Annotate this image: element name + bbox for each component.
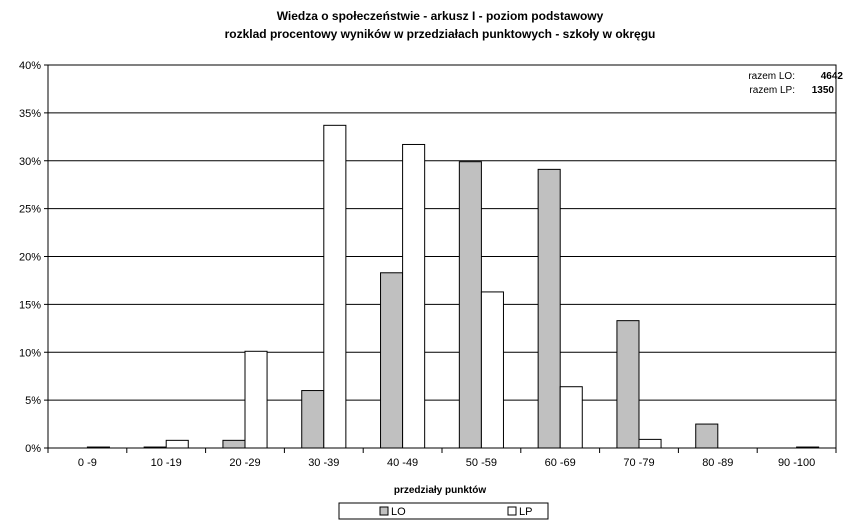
chart-subtitle: rozklad procentowy wyników w przedziałac… [225, 27, 656, 41]
y-tick-label: 0% [25, 443, 41, 455]
bar-lp-5 [480, 291, 504, 449]
x-tick-label: 40 -49 [387, 457, 418, 469]
bar-lp-6 [559, 386, 583, 449]
legend: LO LP [338, 502, 549, 520]
x-tick-label: 0 -9 [78, 457, 97, 469]
x-tick-label: 70 -79 [623, 457, 654, 469]
bar-lp-7 [638, 438, 662, 449]
bar-lp-1 [165, 439, 189, 449]
total-annotation: razem LO: 4642 razem LP: 1350 [748, 71, 843, 96]
bar-lo-3 [301, 390, 325, 449]
legend-swatch-lo [379, 506, 389, 516]
bar-lo-6 [537, 168, 561, 449]
legend-box [338, 502, 549, 520]
annotation-lo-value: 4642 [821, 71, 844, 82]
annotation-lp-value: 1350 [812, 85, 835, 96]
bar-lo-4 [380, 272, 404, 449]
y-tick-label: 35% [19, 108, 41, 120]
bar-lo-8 [695, 423, 719, 449]
x-tick-label: 30 -39 [308, 457, 339, 469]
y-axis-ticks: 0% 5% 10% 15% 20% 25% 30% 35% 40% [19, 60, 48, 455]
legend-label-lp: LP [519, 506, 532, 518]
legend-swatch-lp [507, 506, 517, 516]
x-tick-label: 20 -29 [229, 457, 260, 469]
annotation-lp-label: razem LP: [749, 85, 795, 96]
y-tick-label: 30% [19, 156, 41, 168]
x-axis-ticks: 0 -9 10 -19 20 -29 30 -39 40 -49 50 -59 60 -69… [47, 448, 837, 469]
x-tick-label: 50 -59 [466, 457, 497, 469]
x-tick-label: 10 -19 [151, 457, 182, 469]
chart-title: Wiedza o społeczeństwie - arkusz I - poz… [277, 9, 604, 23]
y-tick-label: 10% [19, 347, 41, 359]
bar-lo-2 [222, 439, 246, 449]
bar-lp-2 [244, 350, 268, 449]
x-tick-label: 90 -100 [778, 457, 815, 469]
y-tick-label: 20% [19, 252, 41, 264]
legend-label-lo: LO [391, 506, 406, 518]
y-tick-label: 5% [25, 395, 41, 407]
y-tick-label: 15% [19, 299, 41, 311]
bar-lp-4 [402, 143, 426, 449]
plot-frame [47, 64, 837, 449]
gridlines [48, 112, 836, 401]
x-axis-label: przedziały punktów [394, 485, 486, 496]
y-tick-label: 25% [19, 204, 41, 216]
bar-lo-5 [458, 161, 482, 449]
bar-lo-7 [616, 320, 640, 449]
x-tick-label: 60 -69 [545, 457, 576, 469]
annotation-lo-label: razem LO: [748, 71, 795, 82]
y-tick-label: 40% [19, 60, 41, 72]
bars [86, 124, 820, 449]
x-tick-label: 80 -89 [702, 457, 733, 469]
bar-lp-3 [323, 124, 347, 449]
